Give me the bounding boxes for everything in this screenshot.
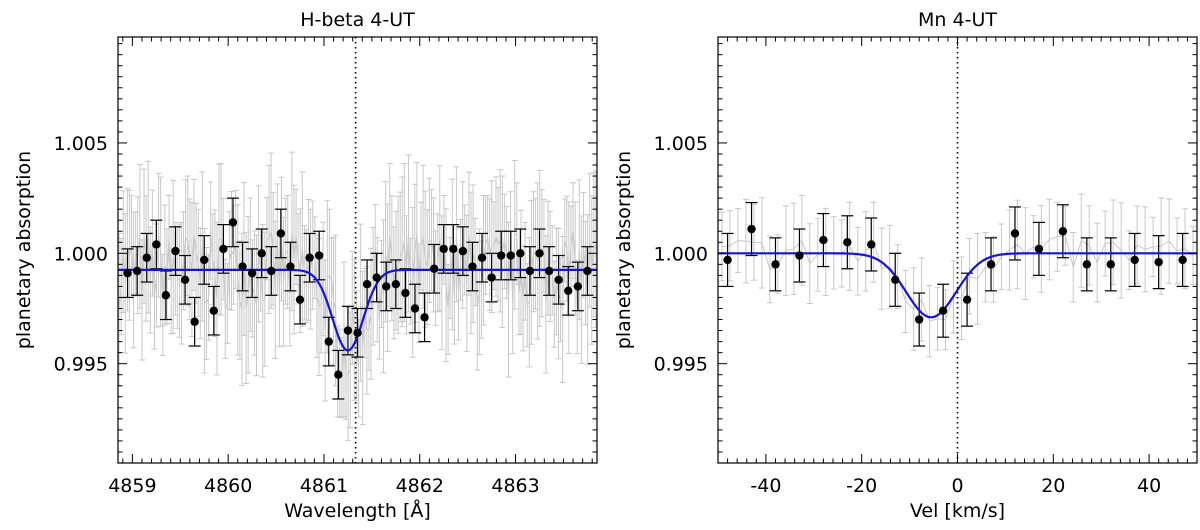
- data-point: [391, 280, 401, 289]
- data-point: [152, 240, 161, 249]
- data-point: [324, 337, 333, 346]
- data-point: [132, 266, 142, 276]
- y-tick-label: 1.005: [54, 133, 108, 155]
- data-point: [314, 251, 324, 260]
- x-tick-label: 4861: [300, 475, 348, 497]
- x-axis-label: Vel [km/s]: [910, 500, 1005, 522]
- y-tick-label: 0.995: [654, 354, 708, 376]
- data-point: [867, 240, 876, 249]
- plot-frame: [117, 36, 598, 464]
- data-point: [723, 255, 732, 265]
- data-point: [564, 286, 573, 296]
- data-point: [382, 282, 391, 291]
- data-point: [458, 246, 468, 256]
- data-point: [142, 253, 151, 262]
- data-point: [276, 229, 286, 238]
- data-point: [516, 249, 525, 258]
- data-point: [1154, 257, 1163, 267]
- x-tick-label: 4862: [396, 475, 444, 497]
- data-point: [353, 328, 362, 337]
- y-tick-label: 1.005: [654, 133, 708, 155]
- data-point: [771, 260, 780, 269]
- data-point: [1082, 260, 1092, 269]
- y-tick-label: 0.995: [54, 354, 108, 376]
- y-tick-label: 1.000: [654, 243, 708, 265]
- data-point: [1106, 260, 1115, 269]
- x-axis-label: Wavelength [Å]: [284, 499, 431, 522]
- data-point: [228, 218, 238, 227]
- data-point: [487, 273, 496, 282]
- data-point: [938, 306, 948, 315]
- plot-area: [718, 193, 1197, 358]
- data-point: [238, 262, 247, 271]
- data-point: [525, 266, 535, 276]
- data-point: [343, 326, 353, 335]
- data-point: [573, 282, 583, 291]
- data-point: [986, 260, 996, 269]
- data-point: [497, 251, 506, 260]
- data-point: [1010, 229, 1020, 238]
- data-point: [795, 251, 804, 260]
- data-point: [477, 253, 487, 262]
- chart-title: Mn 4-UT: [918, 9, 997, 31]
- data-point: [468, 262, 477, 271]
- data-point: [257, 249, 266, 258]
- data-point: [295, 295, 305, 304]
- data-point: [819, 235, 828, 245]
- chart-title: H-beta 4-UT: [300, 9, 415, 31]
- x-tick-label: 4860: [204, 475, 252, 497]
- data-point: [914, 315, 924, 324]
- y-axis-label: planetary absorption: [613, 151, 635, 349]
- data-point: [506, 251, 515, 260]
- data-point: [171, 246, 180, 256]
- x-tick-label: -40: [750, 475, 781, 497]
- data-point: [410, 304, 420, 313]
- data-point: [286, 262, 295, 271]
- data-point: [583, 266, 592, 276]
- data-point: [843, 238, 852, 247]
- data-point: [891, 275, 900, 284]
- data-point: [535, 249, 544, 258]
- x-tick-label: -20: [846, 475, 877, 497]
- data-point: [420, 313, 429, 322]
- data-point: [334, 370, 343, 379]
- x-tick-label: 4859: [108, 475, 156, 497]
- data-point: [429, 264, 439, 273]
- x-tick-label: 4863: [491, 475, 539, 497]
- x-tick-label: 20: [1041, 475, 1065, 497]
- data-point: [200, 255, 209, 265]
- data-point: [449, 244, 458, 254]
- data-point: [1058, 227, 1068, 236]
- data-point: [209, 306, 218, 315]
- data-point: [190, 317, 199, 326]
- data-point: [161, 291, 171, 300]
- data-point: [219, 244, 228, 254]
- data-point: [372, 273, 381, 282]
- y-axis-label: planetary absorption: [13, 151, 35, 349]
- data-point: [267, 266, 276, 276]
- data-point: [123, 268, 132, 278]
- y-tick-label: 1.000: [54, 243, 108, 265]
- data-point: [1034, 244, 1044, 254]
- data-point: [1130, 255, 1139, 265]
- data-point: [962, 295, 972, 304]
- data-point: [401, 288, 410, 298]
- data-point: [554, 275, 563, 284]
- data-point: [362, 280, 372, 289]
- data-point: [305, 253, 314, 262]
- x-tick-label: 0: [951, 475, 963, 497]
- data-point: [180, 275, 190, 284]
- data-point: [1178, 255, 1187, 265]
- plot-area: [118, 151, 597, 442]
- data-point: [247, 268, 257, 278]
- chart-panel-1: 4859 4860 4861 4862 4863 0.995 1.000 1.005 H-bet…: [13, 9, 598, 522]
- x-tick-label: 40: [1137, 475, 1161, 497]
- chart-panel-2: -40 -20 0 20 40 0.995 1.000 1.005 Mn 4-UT Vel [km…: [613, 9, 1198, 522]
- data-point: [439, 244, 448, 254]
- data-point: [544, 266, 554, 276]
- data-point: [747, 224, 756, 234]
